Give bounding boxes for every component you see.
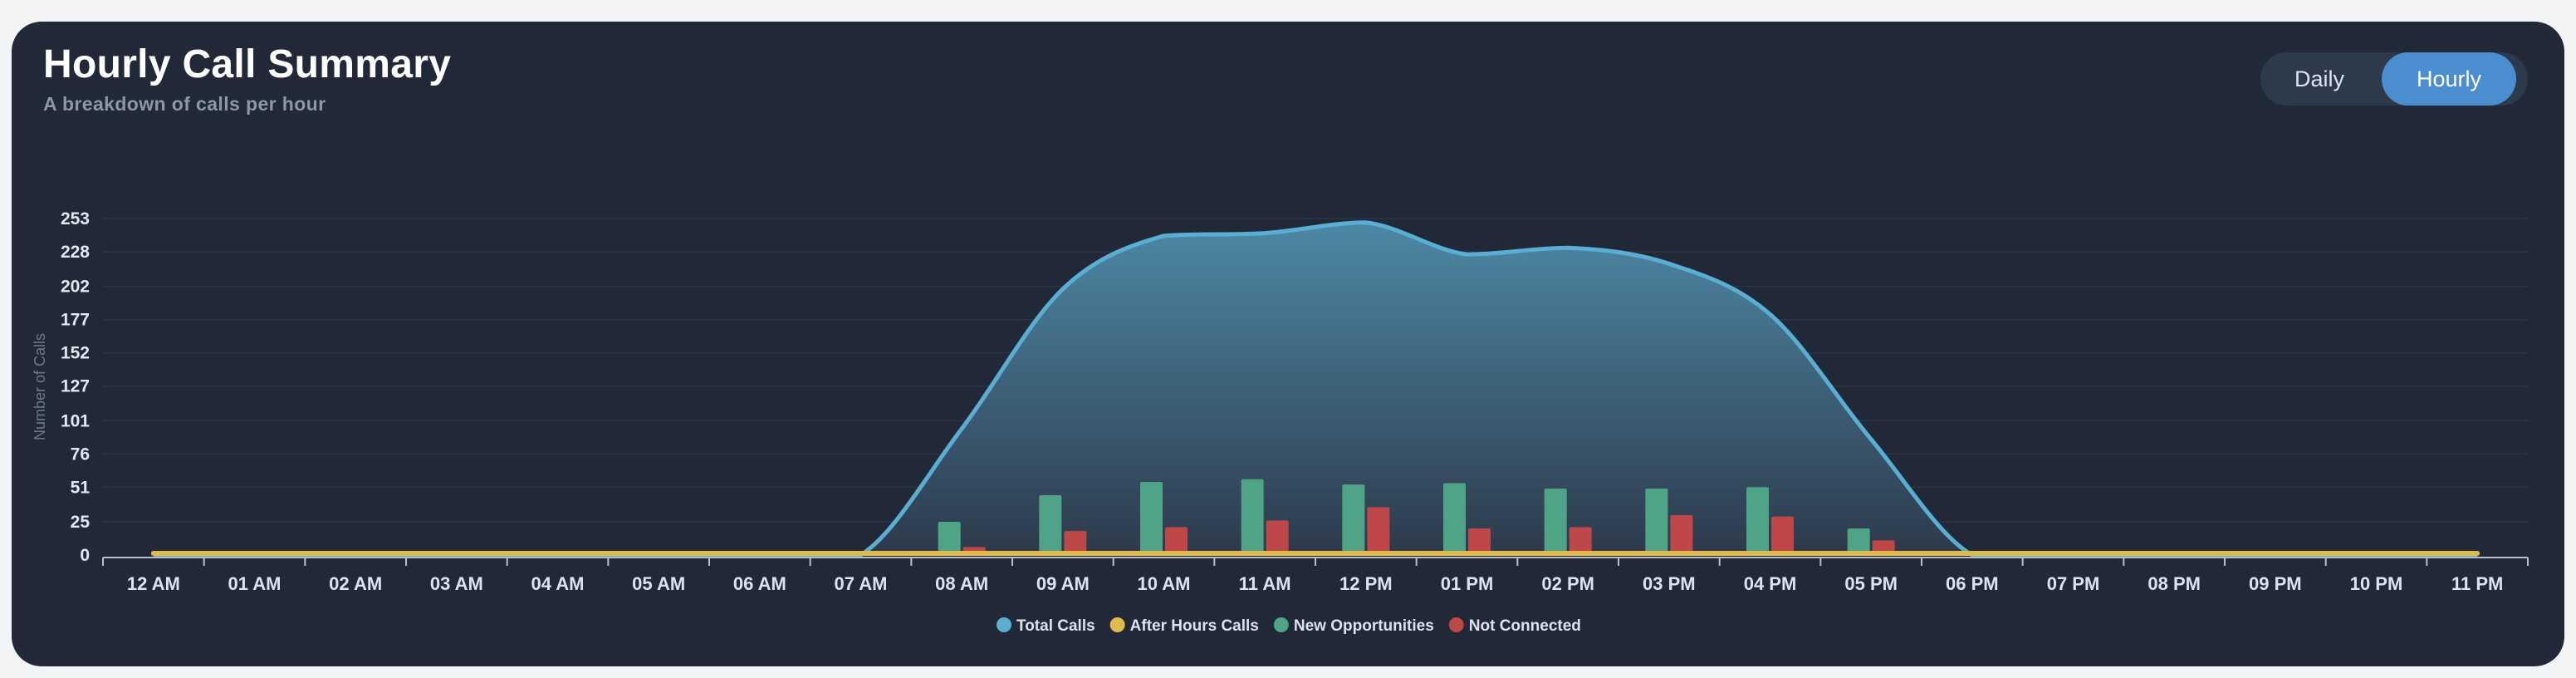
x-tick-label: 05 PM [1844, 573, 1898, 594]
legend-item[interactable]: New Opportunities [1273, 617, 1434, 635]
legend-label: Total Calls [1016, 617, 1095, 635]
legend-item[interactable]: Not Connected [1448, 617, 1581, 635]
y-tick-label: 76 [71, 445, 90, 464]
new-opportunities-bar[interactable] [1140, 481, 1163, 555]
legend-label: Not Connected [1469, 617, 1581, 635]
x-tick-label: 12 AM [127, 573, 180, 594]
x-tick-label: 11 PM [2451, 573, 2503, 594]
new-opportunities-bar[interactable] [1039, 494, 1062, 555]
y-tick-label: 101 [61, 411, 90, 430]
legend-label: New Opportunities [1294, 617, 1434, 635]
y-tick-label: 0 [80, 546, 90, 565]
y-tick-label: 202 [61, 278, 90, 297]
legend-label: After Hours Calls [1130, 617, 1259, 635]
not-connected-bar[interactable] [1771, 516, 1794, 555]
not-connected-bar[interactable] [1165, 527, 1188, 555]
page-subtitle: A breakdown of calls per hour [43, 93, 326, 115]
legend-swatch [997, 617, 1011, 632]
x-tick-label: 02 AM [329, 573, 382, 594]
new-opportunities-bar[interactable] [1847, 528, 1870, 555]
x-tick-label: 08 AM [935, 573, 988, 594]
x-tick-label: 03 PM [1643, 573, 1696, 594]
new-opportunities-bar[interactable] [1544, 488, 1567, 555]
x-tick-label: 06 AM [733, 573, 786, 594]
x-tick-label: 10 PM [2350, 573, 2403, 594]
x-tick-label: 02 PM [1541, 573, 1594, 594]
new-opportunities-bar[interactable] [938, 521, 961, 555]
new-opportunities-bar[interactable] [1746, 487, 1769, 555]
x-tick-label: 04 AM [531, 573, 585, 594]
new-opportunities-bar[interactable] [1241, 479, 1264, 555]
x-tick-label: 10 AM [1138, 573, 1191, 594]
page-title: Hourly Call Summary [43, 42, 452, 86]
new-opportunities-bar[interactable] [1645, 488, 1668, 555]
y-tick-label: 177 [61, 311, 90, 330]
not-connected-bar[interactable] [1670, 514, 1693, 555]
x-tick-label: 04 PM [1744, 573, 1797, 594]
y-tick-label: 152 [61, 344, 90, 363]
new-opportunities-bar[interactable] [1342, 484, 1365, 555]
not-connected-bar[interactable] [1367, 507, 1390, 555]
x-tick-label: 09 AM [1036, 573, 1090, 594]
x-tick-label: 12 PM [1339, 573, 1393, 594]
legend-swatch [1273, 617, 1289, 632]
x-tick-label: 03 AM [430, 573, 483, 594]
x-tick-label: 07 AM [835, 573, 888, 594]
not-connected-bar[interactable] [1569, 527, 1592, 555]
x-tick-label: 06 PM [1946, 573, 1999, 594]
toggle-daily-button[interactable]: Daily [2260, 52, 2378, 106]
x-tick-label: 01 PM [1441, 573, 1494, 594]
x-tick-label: 09 PM [2249, 573, 2302, 594]
view-toggle: Daily Hourly [2260, 52, 2528, 106]
total-calls-area [153, 222, 2478, 555]
not-connected-bar[interactable] [1064, 531, 1087, 555]
legend-item[interactable]: Total Calls [997, 617, 1095, 635]
legend-item[interactable]: After Hours Calls [1109, 617, 1259, 635]
y-axis-title: Number of Calls [32, 333, 48, 440]
x-tick-label: 08 PM [2147, 573, 2201, 594]
legend-swatch [1448, 617, 1464, 632]
x-tick-label: 01 AM [228, 573, 282, 594]
x-tick-label: 07 PM [2047, 573, 2100, 594]
x-tick-label: 05 AM [632, 573, 685, 594]
toggle-hourly-button[interactable]: Hourly [2382, 52, 2516, 106]
y-tick-label: 228 [61, 243, 90, 262]
y-tick-label: 25 [71, 513, 91, 532]
x-tick-label: 11 AM [1239, 573, 1291, 594]
y-tick-label: 253 [61, 209, 90, 228]
not-connected-bar[interactable] [1468, 528, 1491, 555]
legend-swatch [1109, 617, 1125, 632]
not-connected-bar[interactable] [1266, 520, 1289, 555]
y-tick-label: 51 [71, 478, 91, 497]
new-opportunities-bar[interactable] [1443, 483, 1466, 555]
y-tick-label: 127 [61, 377, 90, 396]
